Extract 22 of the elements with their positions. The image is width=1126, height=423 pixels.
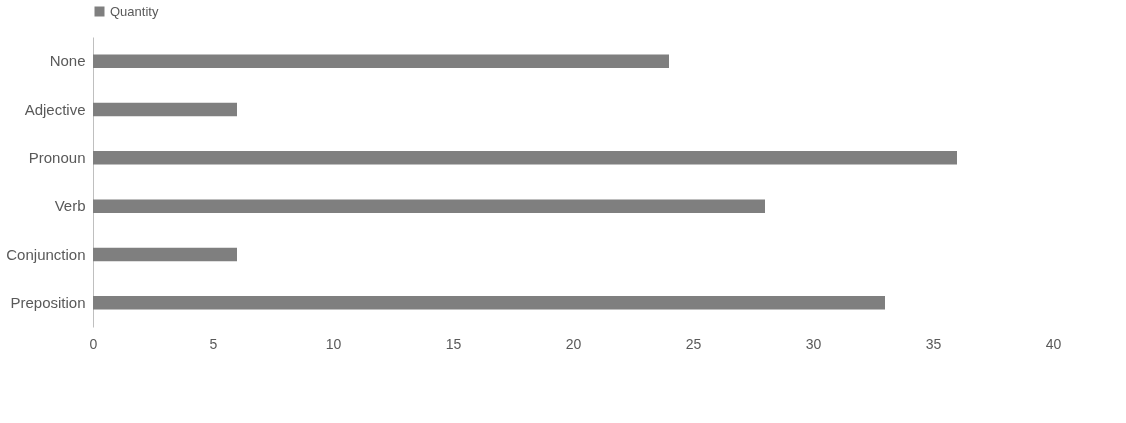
x-tick-label: 5: [209, 335, 218, 352]
x-tick-label: 15: [445, 335, 462, 352]
x-tick-label: 10: [325, 335, 342, 352]
x-tick-label: 25: [685, 335, 702, 352]
y-tick-label: Conjunction: [6, 245, 86, 263]
y-tick-label: None: [49, 52, 86, 70]
legend-label: Quantity: [110, 3, 159, 19]
x-tick-label: 40: [1045, 335, 1062, 352]
x-tick-label: 35: [925, 335, 942, 352]
bar: [93, 296, 885, 310]
y-tick-label: Adjective: [24, 100, 86, 118]
x-tick-label: 20: [565, 335, 582, 352]
x-tick-label: 30: [805, 335, 822, 352]
y-tick-label: Preposition: [10, 293, 86, 311]
bar: [93, 151, 957, 165]
y-tick-label: Verb: [54, 197, 86, 215]
bar: [93, 247, 237, 262]
bar: [93, 54, 669, 68]
bar: [93, 102, 237, 117]
y-tick-label: Pronoun: [28, 148, 86, 166]
bar: [93, 199, 765, 213]
x-tick-label: 0: [89, 335, 98, 352]
